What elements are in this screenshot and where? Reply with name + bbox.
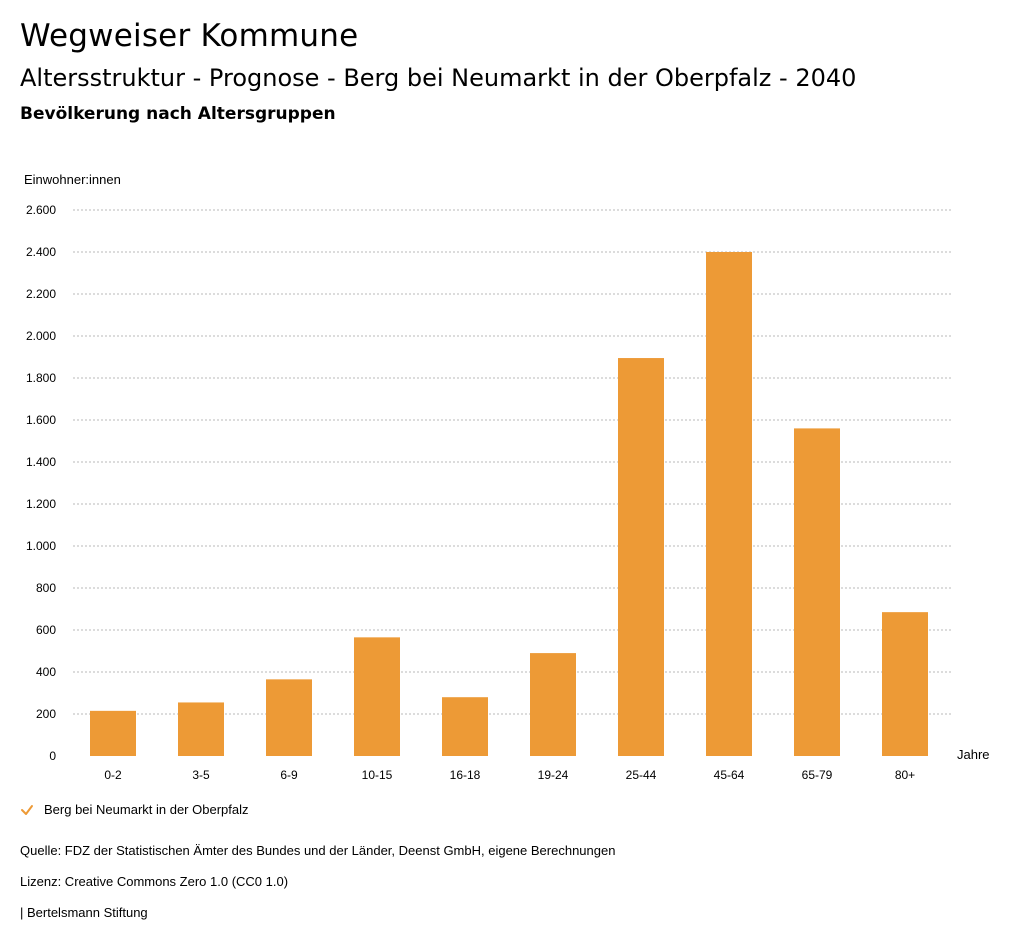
y-tick-label: 400	[36, 665, 56, 679]
bar	[794, 428, 840, 756]
x-tick-label: 80+	[895, 768, 915, 782]
publisher-note: | Bertelsmann Stiftung	[20, 905, 148, 920]
x-tick-label: 3-5	[192, 768, 210, 782]
x-tick-label: 19-24	[538, 768, 569, 782]
y-tick-label: 2.200	[26, 287, 56, 301]
x-tick-label: 0-2	[104, 768, 122, 782]
bar	[530, 653, 576, 756]
y-tick-label: 1.800	[26, 371, 56, 385]
bar	[706, 252, 752, 756]
y-axis-label: Einwohner:innen	[24, 172, 121, 187]
x-tick-label: 16-18	[450, 768, 481, 782]
bar	[90, 710, 136, 756]
x-tick-label: 45-64	[714, 768, 745, 782]
y-tick-label: 2.000	[26, 329, 56, 343]
y-tick-label: 1.600	[26, 413, 56, 427]
source-note: Quelle: FDZ der Statistischen Ämter des …	[20, 843, 616, 858]
license-note: Lizenz: Creative Commons Zero 1.0 (CC0 1…	[20, 874, 289, 889]
check-icon	[21, 804, 33, 815]
y-tick-label: 1.200	[26, 497, 56, 511]
bar	[442, 697, 488, 756]
legend-item[interactable]: Berg bei Neumarkt in der Oberpfalz	[20, 802, 248, 817]
y-tick-label: 600	[36, 623, 56, 637]
chart-subtitle: Altersstruktur - Prognose - Berg bei Neu…	[20, 64, 857, 92]
bar	[618, 358, 664, 756]
y-tick-label: 1.400	[26, 455, 56, 469]
y-tick-label: 800	[36, 581, 56, 595]
chart-section-title: Bevölkerung nach Altersgruppen	[20, 104, 336, 124]
x-axis-label: Jahre	[957, 747, 990, 762]
page-title: Wegweiser Kommune	[20, 18, 359, 54]
y-tick-label: 2.400	[26, 245, 56, 259]
y-tick-label: 200	[36, 707, 56, 721]
y-tick-label: 0	[49, 749, 56, 763]
x-tick-label: 25-44	[626, 768, 657, 782]
legend-label: Berg bei Neumarkt in der Oberpfalz	[44, 802, 249, 817]
x-tick-label: 6-9	[280, 768, 298, 782]
bar	[882, 612, 928, 756]
bar	[178, 702, 224, 756]
bar-chart: Einwohner:innen 0 200 400 600 800 1.000 1.200 1.…	[24, 172, 990, 782]
bar	[266, 679, 312, 756]
x-tick-label: 65-79	[802, 768, 833, 782]
y-tick-label: 1.000	[26, 539, 56, 553]
x-tick-label: 10-15	[362, 768, 393, 782]
y-tick-label: 2.600	[26, 203, 56, 217]
bar	[354, 637, 400, 756]
